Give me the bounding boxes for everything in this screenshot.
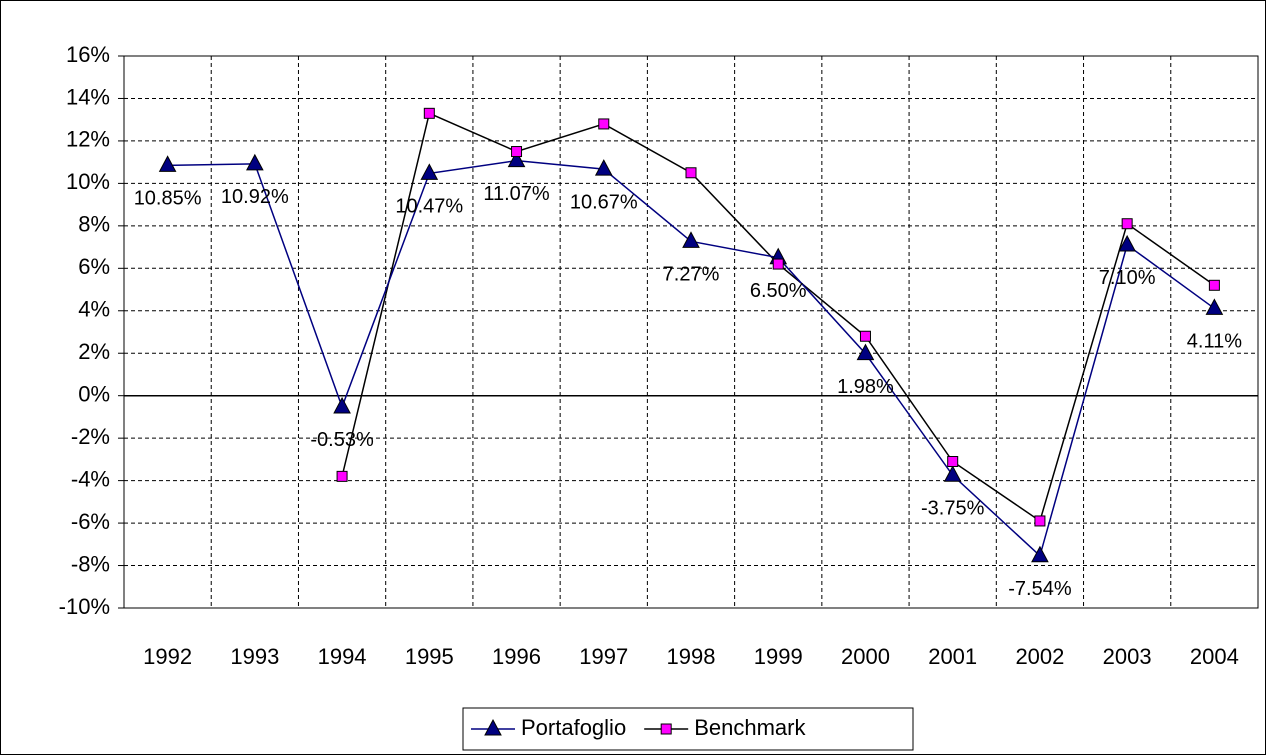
marker	[1034, 515, 1046, 527]
marker	[947, 456, 959, 468]
marker	[420, 163, 439, 180]
marker	[682, 231, 700, 248]
x-tick-label: 2000	[841, 644, 890, 669]
data-label: 10.92%	[221, 186, 289, 208]
data-label: -3.75%	[921, 498, 985, 520]
y-tick-label: 2%	[78, 339, 110, 364]
marker	[856, 343, 875, 361]
y-tick-label: 14%	[66, 84, 110, 109]
y-tick-label: -4%	[71, 466, 110, 491]
y-tick-label: -8%	[71, 551, 110, 576]
x-tick-label: 2003	[1103, 644, 1152, 669]
x-tick-label: 2002	[1015, 644, 1064, 669]
x-tick-label: 1993	[230, 644, 279, 669]
legend-marker	[484, 718, 502, 736]
marker	[685, 167, 697, 179]
plot-border	[123, 55, 1259, 609]
x-tick-label: 1992	[143, 644, 192, 669]
data-label: 7.27%	[663, 264, 720, 286]
y-tick-label: 16%	[66, 42, 110, 67]
data-label: 11.07%	[483, 183, 550, 205]
x-tick-label: 1997	[579, 644, 628, 669]
marker	[246, 153, 264, 171]
legend-marker	[660, 723, 672, 735]
x-tick-label: 2001	[928, 644, 977, 669]
marker	[1121, 218, 1133, 230]
marker	[1208, 279, 1220, 291]
legend-label: Benchmark	[694, 715, 806, 740]
x-tick-label: 2004	[1190, 644, 1239, 669]
data-label: 6.50%	[750, 280, 807, 302]
y-tick-label: 0%	[78, 382, 110, 407]
y-tick-label: -10%	[59, 594, 110, 619]
x-tick-label: 1995	[405, 644, 454, 669]
marker	[507, 150, 526, 168]
marker	[423, 107, 435, 119]
x-tick-label: 1996	[492, 644, 541, 669]
data-label: 10.85%	[134, 188, 202, 210]
data-label: 7.10%	[1099, 267, 1156, 289]
marker	[336, 470, 348, 482]
marker	[1205, 298, 1224, 315]
y-tick-label: 10%	[66, 169, 110, 194]
marker	[511, 146, 523, 158]
x-tick-label: 1994	[318, 644, 367, 669]
legend: Portafoglio Benchmark	[462, 707, 914, 751]
data-label: 1.98%	[837, 376, 894, 398]
x-tick-label: 1998	[667, 644, 716, 669]
marker	[943, 465, 962, 482]
x-tick-label: 1999	[754, 644, 803, 669]
marker	[594, 159, 613, 176]
marker	[333, 396, 351, 414]
marker	[598, 118, 610, 130]
y-tick-label: 8%	[78, 212, 110, 237]
data-label: 10.67%	[570, 191, 638, 213]
y-tick-label: 4%	[78, 297, 110, 322]
data-label: 4.11%	[1187, 331, 1242, 353]
y-tick-label: -2%	[71, 424, 110, 449]
data-label: 10.47%	[395, 196, 463, 218]
y-tick-label: 12%	[66, 127, 110, 152]
legend-label: Portafoglio	[521, 715, 626, 740]
marker	[772, 258, 784, 270]
y-tick-label: -6%	[71, 509, 110, 534]
marker	[1118, 234, 1136, 252]
marker	[158, 155, 177, 172]
marker	[859, 330, 871, 342]
data-label: -7.54%	[1008, 578, 1072, 600]
marker	[1031, 545, 1049, 563]
data-label: -0.53%	[310, 429, 374, 451]
y-tick-label: 6%	[78, 254, 110, 279]
plot-area	[124, 56, 1258, 608]
